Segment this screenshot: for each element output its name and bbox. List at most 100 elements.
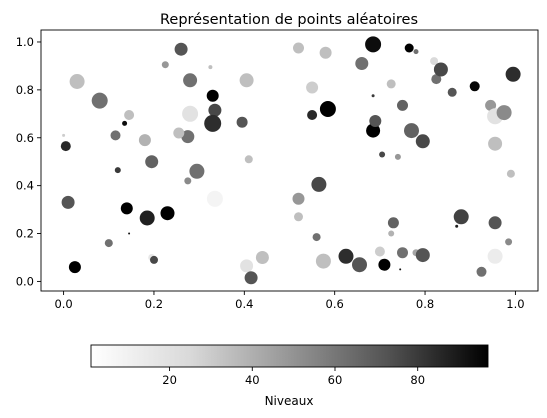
scatter-point (505, 238, 513, 246)
scatter-point (505, 66, 521, 82)
scatter-point (184, 177, 192, 185)
scatter-point (293, 42, 304, 54)
scatter-point (319, 101, 336, 117)
scatter-point (174, 42, 188, 56)
scatter-point (433, 62, 448, 77)
scatter-point (371, 94, 375, 98)
scatter-point (114, 167, 121, 174)
scatter-point (236, 116, 248, 128)
scatter-point (61, 195, 75, 209)
scatter-point (488, 216, 502, 230)
scatter-point (110, 130, 121, 141)
scatter-point (447, 87, 457, 97)
scatter-point (122, 120, 128, 126)
x-axis: 0.0 0.2 0.4 0.6 0.8 1.0 (54, 291, 525, 311)
scatter-point (104, 239, 113, 248)
scatter-point (120, 202, 133, 215)
scatter-point (455, 224, 459, 228)
scatter-point (352, 257, 367, 273)
scatter-point (378, 258, 391, 271)
scatter-point (388, 230, 395, 237)
scatter-point (415, 248, 430, 263)
scatter-point (338, 248, 354, 264)
scatter-point (206, 190, 223, 207)
colorbar-tick-label: 20 (162, 373, 177, 387)
scatter-point (488, 136, 503, 151)
scatter-point (430, 57, 439, 66)
scatter-point (379, 151, 386, 158)
scatter-point (189, 163, 205, 179)
x-tick-label: 0.4 (235, 297, 253, 311)
plot-frame (40, 29, 539, 292)
scatter-point (307, 110, 318, 120)
colorbar-ticks: 20 40 60 80 (162, 367, 425, 387)
y-tick-label: 0.8 (16, 83, 34, 97)
scatter-point (469, 81, 480, 92)
scatter-point (374, 246, 385, 257)
y-tick-label: 0.4 (16, 179, 34, 193)
colorbar-tick-label: 60 (328, 373, 343, 387)
chart-title: Représentation de points aléatoires (160, 12, 418, 28)
scatter-point (366, 123, 381, 138)
scatter-point (506, 169, 515, 178)
scatter-point (91, 92, 108, 109)
scatter-point (160, 206, 175, 221)
scatter-point (485, 99, 497, 111)
x-tick-label: 1.0 (506, 297, 524, 311)
y-tick-label: 1.0 (16, 35, 34, 49)
scatter-point (206, 89, 219, 102)
colorbar (90, 344, 489, 368)
y-tick-label: 0.2 (16, 227, 34, 241)
scatter-point (145, 155, 159, 169)
scatter-point (181, 130, 195, 144)
scatter-point (69, 74, 85, 89)
scatter-point (62, 133, 66, 137)
scatter-point (319, 46, 332, 59)
scatter-point (404, 43, 414, 53)
scatter-point (173, 127, 185, 139)
plot-area (41, 30, 538, 291)
points-layer (60, 36, 521, 285)
scatter-point (394, 153, 401, 160)
scatter-point (386, 79, 396, 89)
scatter-point (139, 210, 155, 226)
scatter-point (182, 105, 199, 122)
colorbar-label: Niveaux (265, 394, 314, 408)
scatter-point (294, 212, 303, 222)
scatter-point (312, 233, 321, 242)
scatter-point (239, 73, 254, 88)
scatter-point (355, 57, 369, 70)
scatter-point (244, 155, 253, 164)
scatter-point (315, 253, 331, 269)
scatter-point (387, 217, 399, 229)
scatter-point (369, 115, 382, 127)
scatter-point (365, 36, 382, 53)
scatter-point (183, 73, 198, 88)
scatter-point (306, 81, 319, 94)
scatter-point (476, 266, 487, 277)
scatter-point (244, 271, 258, 285)
scatter-point (292, 192, 305, 205)
scatter-point (161, 61, 169, 69)
colorbar-tick-label: 80 (410, 373, 425, 387)
scatter-point (150, 255, 158, 264)
scatter-point (128, 232, 131, 235)
scatter-point (487, 248, 503, 264)
scatter-point (496, 105, 512, 121)
scatter-point (138, 134, 151, 147)
y-axis: 0.0 0.2 0.4 0.6 0.8 1.0 (16, 35, 41, 288)
scatter-point (397, 99, 408, 111)
x-tick-label: 0.6 (326, 297, 344, 311)
scatter-point (204, 114, 222, 132)
scatter-point (404, 123, 419, 139)
scatter-point (240, 259, 254, 273)
x-tick-label: 0.0 (54, 297, 72, 311)
scatter-point (431, 74, 442, 85)
scatter-point (311, 176, 327, 192)
scatter-point (399, 268, 402, 271)
scatter-point (60, 141, 71, 152)
scatter-point (124, 110, 135, 120)
x-tick-label: 0.8 (416, 297, 434, 311)
x-tick-label: 0.2 (145, 297, 163, 311)
scatter-point (413, 49, 419, 55)
